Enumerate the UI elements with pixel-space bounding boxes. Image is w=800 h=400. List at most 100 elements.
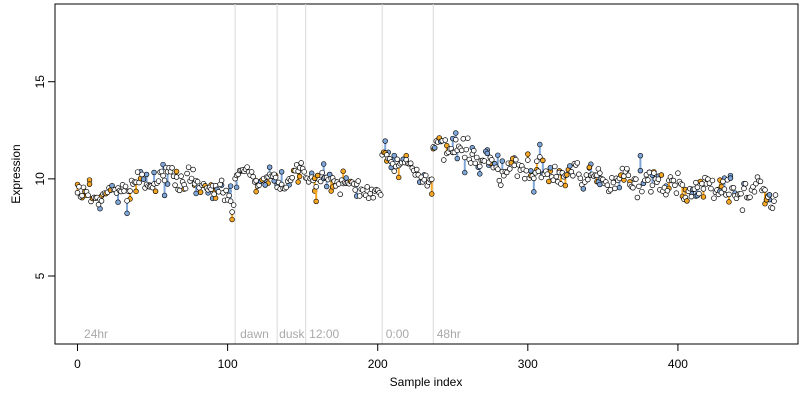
replicate-point — [164, 181, 171, 187]
data-point — [511, 162, 518, 169]
data-point — [289, 174, 295, 181]
data-point — [173, 174, 180, 180]
y-tick-label: 15 — [33, 75, 47, 89]
data-point — [429, 176, 435, 183]
data-point — [337, 191, 343, 198]
data-point — [489, 157, 495, 163]
data-point — [197, 189, 204, 195]
data-point — [319, 169, 325, 176]
data-point — [766, 192, 773, 198]
data-point — [679, 182, 686, 188]
replicate-point — [233, 184, 240, 191]
data-point — [472, 160, 479, 167]
replicate-point — [173, 168, 180, 175]
replicate-point — [320, 161, 327, 167]
data-point — [699, 180, 705, 187]
data-point — [741, 185, 747, 192]
replicate-point — [444, 142, 450, 149]
data-point — [298, 160, 304, 166]
data-point — [496, 177, 503, 184]
data-point — [226, 192, 232, 199]
data-point — [553, 173, 560, 180]
data-point — [355, 178, 361, 184]
data-point — [535, 168, 542, 174]
data-point — [772, 192, 779, 198]
replicate-point — [193, 190, 199, 197]
data-point — [160, 172, 166, 179]
data-point — [688, 193, 695, 200]
data-point — [211, 191, 217, 197]
replicate-point — [495, 152, 501, 158]
data-point — [85, 192, 91, 198]
replicate-point — [499, 158, 506, 164]
data-point — [513, 156, 519, 163]
y-axis-title: Expression — [9, 144, 23, 203]
data-point — [523, 167, 530, 174]
data-point — [730, 184, 737, 191]
replicate-point — [637, 152, 644, 159]
replicate-point — [115, 199, 121, 205]
data-point — [283, 184, 289, 191]
data-point — [155, 178, 162, 184]
replicate-point — [229, 216, 235, 223]
data-point — [720, 178, 726, 185]
data-point — [248, 169, 255, 175]
data-point — [301, 169, 307, 175]
data-point — [547, 165, 554, 171]
data-point — [709, 177, 716, 184]
data-point — [122, 183, 129, 190]
data-point — [441, 157, 447, 163]
data-point — [630, 184, 636, 191]
data-point — [453, 136, 459, 143]
data-point — [718, 189, 725, 196]
data-point — [190, 166, 196, 173]
replicate-point — [313, 198, 319, 205]
y-axis: 5 10 15 — [33, 75, 56, 279]
data-point — [172, 182, 178, 188]
data-point — [262, 182, 268, 188]
region-label: dusk — [279, 327, 305, 341]
data-point — [580, 186, 587, 192]
data-point — [672, 182, 678, 189]
region-boundaries — [234, 4, 434, 344]
data-point — [462, 154, 468, 161]
data-point — [218, 177, 225, 184]
replicate-point — [151, 169, 157, 176]
data-point — [586, 164, 593, 171]
data-point — [95, 201, 102, 208]
data-point — [585, 176, 591, 183]
x-tick-label: 300 — [518, 357, 538, 371]
replicate-point — [477, 171, 483, 177]
replicate-point — [124, 210, 130, 217]
data-point — [708, 185, 714, 192]
replicate-point — [382, 138, 388, 144]
replicate-point — [295, 179, 301, 185]
data-point — [625, 172, 632, 179]
data-point — [471, 147, 477, 154]
data-point — [184, 170, 190, 177]
data-point — [185, 164, 192, 170]
replicate-point — [454, 155, 460, 162]
replicate-point — [266, 164, 273, 170]
replicate-point — [133, 188, 139, 195]
data-point — [634, 194, 641, 201]
data-point — [413, 166, 420, 173]
replicate-point — [296, 173, 303, 180]
x-axis-title: Sample index — [390, 375, 463, 389]
data-point — [675, 170, 681, 176]
data-point — [525, 157, 531, 163]
replicate-point — [562, 182, 569, 189]
data-point — [636, 183, 642, 190]
data-point — [544, 171, 551, 177]
x-tick-label: 400 — [668, 357, 688, 371]
data-point — [655, 176, 662, 182]
data-point — [757, 178, 764, 185]
data-point — [391, 168, 397, 174]
replicate-point — [531, 189, 537, 195]
data-point — [577, 175, 584, 182]
data-point — [612, 185, 618, 192]
data-point — [313, 184, 319, 190]
data-point — [215, 189, 222, 195]
